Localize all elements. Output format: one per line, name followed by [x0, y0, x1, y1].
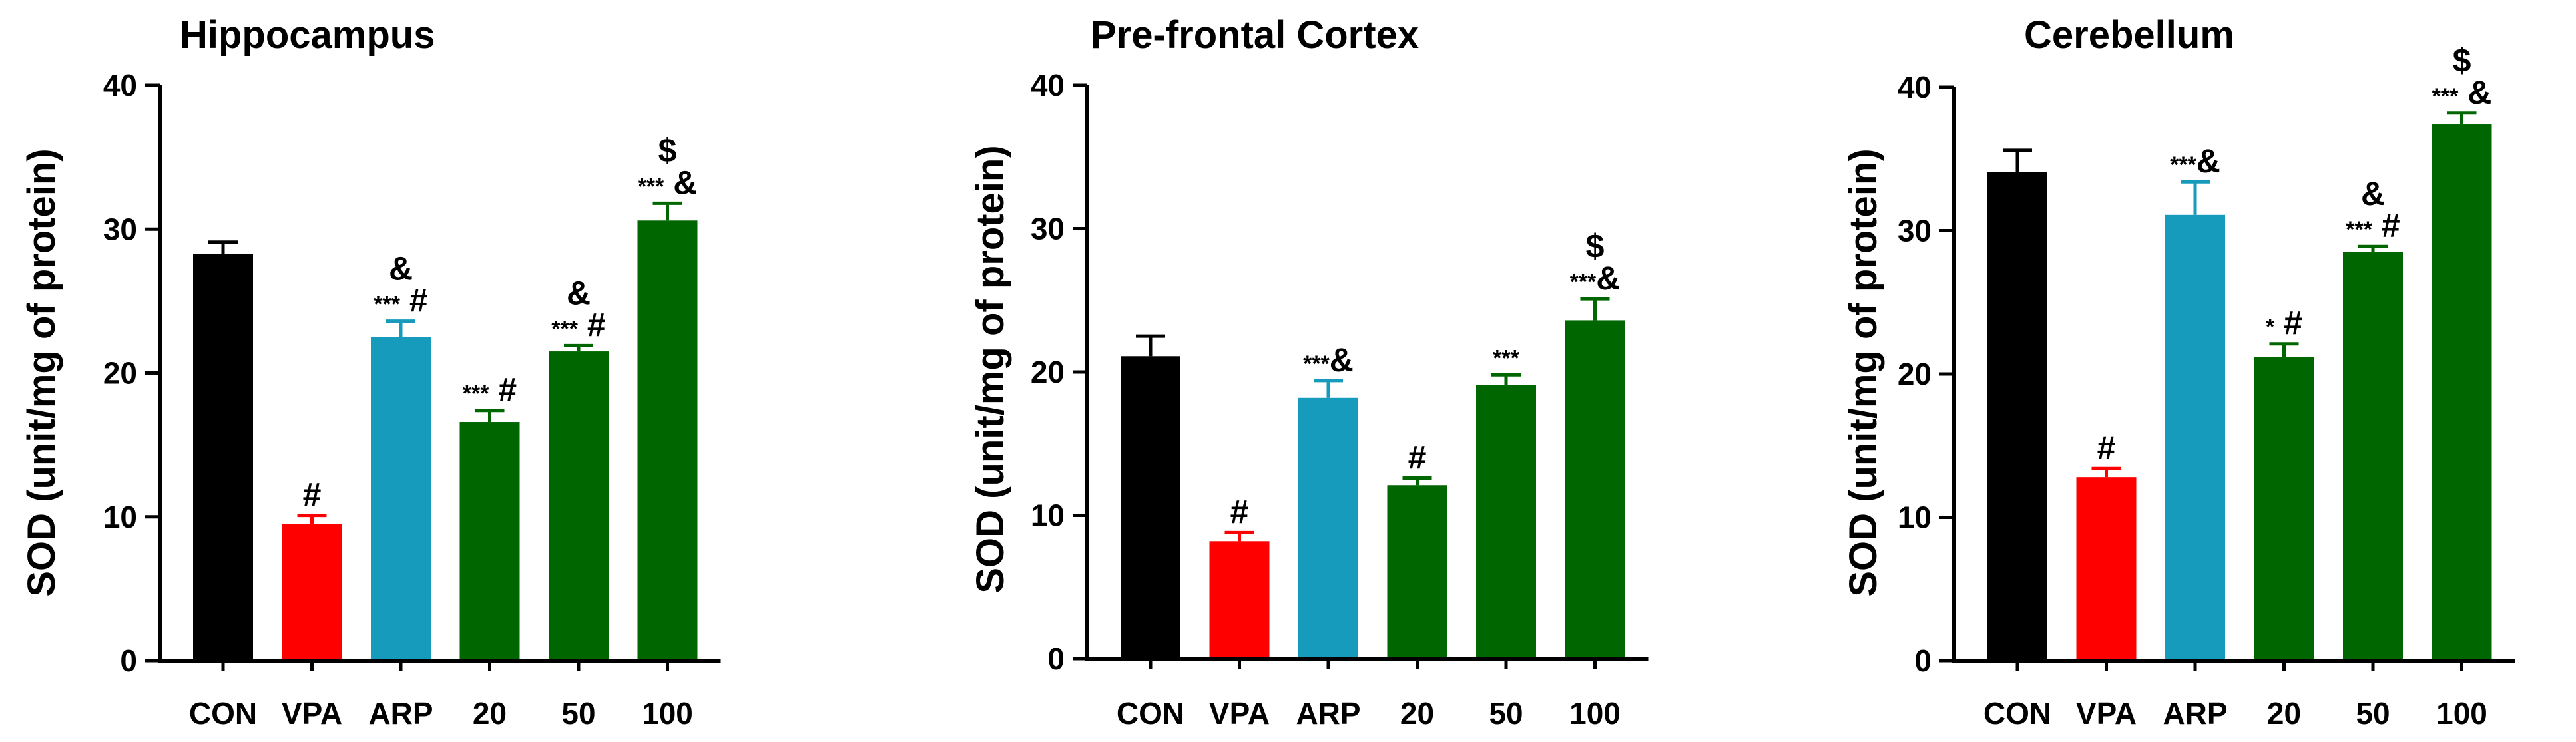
significance-label: *** & [638, 164, 698, 201]
y-axis-label: SOD (unit/mg of protein) [20, 148, 63, 596]
panel-cerebellum: Cerebellum SOD (unit/mg of protein) CON #… [1842, 13, 2515, 731]
significance-label: *** # [463, 371, 517, 409]
x-tick-label: VPA [1209, 696, 1270, 731]
y-tick-label: 0 [1047, 642, 1065, 676]
significance-label: ***& [1303, 341, 1354, 379]
chart-title: Pre-frontal Cortex [1091, 13, 1419, 57]
x-tick-label: CON [189, 696, 257, 731]
significance-label: # [1230, 493, 1249, 530]
y-tick-label: 40 [1898, 70, 1932, 104]
bar-arp [2165, 214, 2225, 661]
bar-20 [2254, 357, 2314, 661]
x-tick-label: 20 [2267, 696, 2301, 731]
x-tick-label: ARP [1296, 696, 1360, 731]
significance-label: *** [1493, 345, 1519, 371]
bar-arp [371, 337, 431, 661]
x-tick-label: VPA [2076, 696, 2137, 731]
bar-con [193, 254, 253, 661]
y-tick-label: 10 [1898, 500, 1932, 535]
bar-arp [1298, 397, 1358, 659]
x-tick-label: ARP [2163, 696, 2227, 731]
x-tick-label: VPA [282, 696, 342, 731]
x-tick-label: ARP [368, 696, 433, 731]
significance-label: *** # [374, 282, 427, 319]
significance-label: $ [1586, 228, 1605, 265]
x-tick-label: CON [1983, 696, 2051, 731]
x-tick-label: CON [1117, 696, 1184, 731]
y-tick-label: 20 [1898, 357, 1932, 391]
significance-label: *** # [551, 306, 605, 343]
significance-label: * # [2266, 305, 2302, 342]
bar-20 [1387, 485, 1447, 659]
bar-vpa [2076, 477, 2137, 661]
significance-label: *** & [2432, 74, 2492, 111]
x-tick-label: 50 [2356, 696, 2390, 731]
chart-title: Hippocampus [180, 13, 435, 57]
bar-50 [549, 351, 609, 661]
y-tick-label: 0 [1914, 644, 1932, 678]
significance-label: $ [658, 132, 677, 169]
y-tick-label: 10 [103, 500, 137, 534]
bar-100 [2432, 124, 2492, 661]
significance-label: & [2361, 175, 2385, 212]
y-axis-label: SOD (unit/mg of protein) [1842, 148, 1885, 596]
y-tick-label: 0 [120, 644, 137, 678]
significance-label: # [303, 476, 322, 514]
y-tick-label: 40 [1031, 68, 1065, 102]
significance-label: ***& [2170, 142, 2220, 180]
bar-50 [1476, 385, 1536, 659]
y-tick-label: 40 [103, 68, 137, 102]
x-tick-label: 100 [642, 696, 693, 731]
x-tick-label: 100 [2436, 696, 2487, 731]
y-tick-label: 10 [1031, 498, 1065, 533]
x-tick-label: 50 [561, 696, 595, 731]
bar-50 [2343, 252, 2403, 661]
bar-20 [459, 422, 520, 661]
y-tick-label: 20 [103, 356, 137, 391]
significance-label: ***& [1570, 260, 1621, 297]
panel-hippocampus: Hippocampus SOD (unit/mg of protein) CON… [20, 13, 721, 731]
y-tick-label: 30 [1031, 212, 1065, 246]
x-tick-label: 50 [1489, 696, 1523, 731]
bar-100 [637, 220, 698, 661]
bar-con [1121, 356, 1180, 659]
y-tick-label: 20 [1031, 355, 1065, 389]
panel-prefrontal-cortex: Pre-frontal Cortex SOD (unit/mg of prote… [969, 13, 1649, 731]
chart-title: Cerebellum [2024, 13, 2234, 57]
y-tick-label: 30 [1898, 214, 1932, 248]
significance-label: & [389, 250, 413, 287]
y-tick-label: 30 [103, 212, 137, 246]
significance-label: & [567, 274, 591, 311]
bar-vpa [1209, 541, 1270, 659]
x-tick-label: 20 [1400, 696, 1434, 731]
bar-100 [1565, 320, 1625, 659]
bar-vpa [282, 524, 342, 661]
y-axis-label: SOD (unit/mg of protein) [969, 145, 1012, 593]
x-tick-label: 100 [1569, 696, 1621, 731]
significance-label: # [2097, 429, 2116, 466]
bar-con [1987, 172, 2047, 661]
significance-label: # [1408, 439, 1427, 476]
significance-label: *** # [2346, 207, 2400, 244]
significance-label: $ [2453, 42, 2471, 79]
x-tick-label: 20 [473, 696, 507, 731]
